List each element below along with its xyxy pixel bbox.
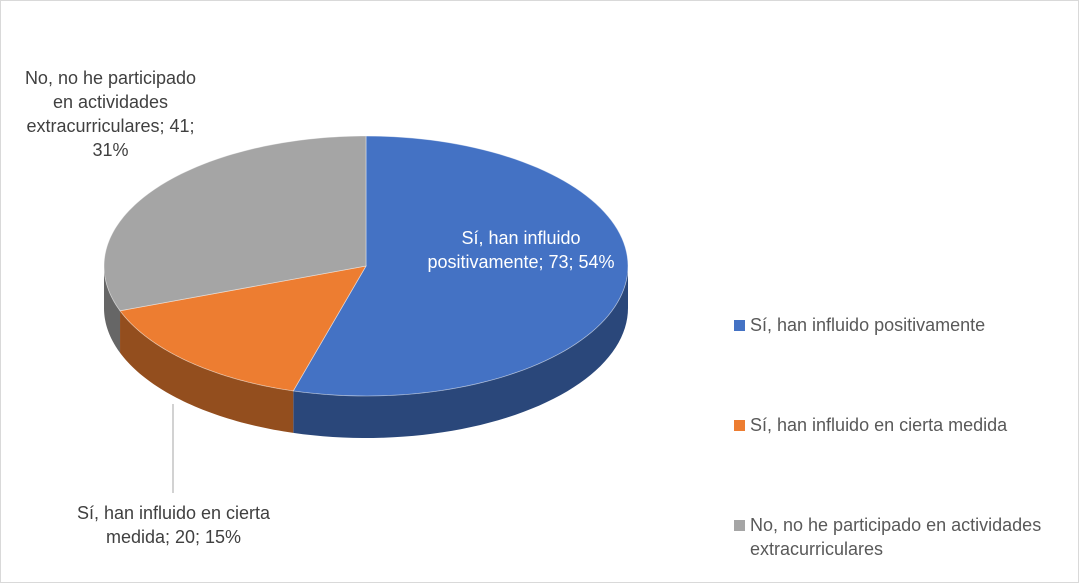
slice-label-no-participado: No, no he participado en actividades ext… [24, 68, 197, 160]
legend-swatch-gray [734, 520, 745, 531]
pie-side-2 [104, 266, 121, 353]
pie-side-0 [293, 266, 628, 438]
legend-item-cierta-medida: Sí, han influido en cierta medida [734, 413, 1074, 437]
slice-label-cierta-medida: Sí, han influido en cierta medida; 20; 1… [76, 503, 271, 547]
pie-side-1 [120, 310, 294, 433]
legend-item-no-participado: No, no he participado en actividades ext… [734, 513, 1074, 561]
pie-tops [103, 135, 629, 397]
pie-slice-1 [119, 265, 367, 392]
legend-label: Sí, han influido en cierta medida [750, 415, 1008, 435]
slice-label-positivamente: Sí, han influido positivamente; 73; 54% [427, 228, 615, 272]
legend-swatch-blue [734, 320, 745, 331]
legend-label: No, no he participado en actividades ext… [750, 515, 1042, 559]
legend-label: Sí, han influido positivamente [750, 315, 986, 335]
legend-item-positivamente: Sí, han influido positivamente [734, 313, 1074, 337]
legend-swatch-orange [734, 420, 745, 431]
pie-slice-2 [103, 135, 367, 312]
pie-slice-0 [292, 135, 629, 397]
pie-sides [104, 266, 628, 438]
